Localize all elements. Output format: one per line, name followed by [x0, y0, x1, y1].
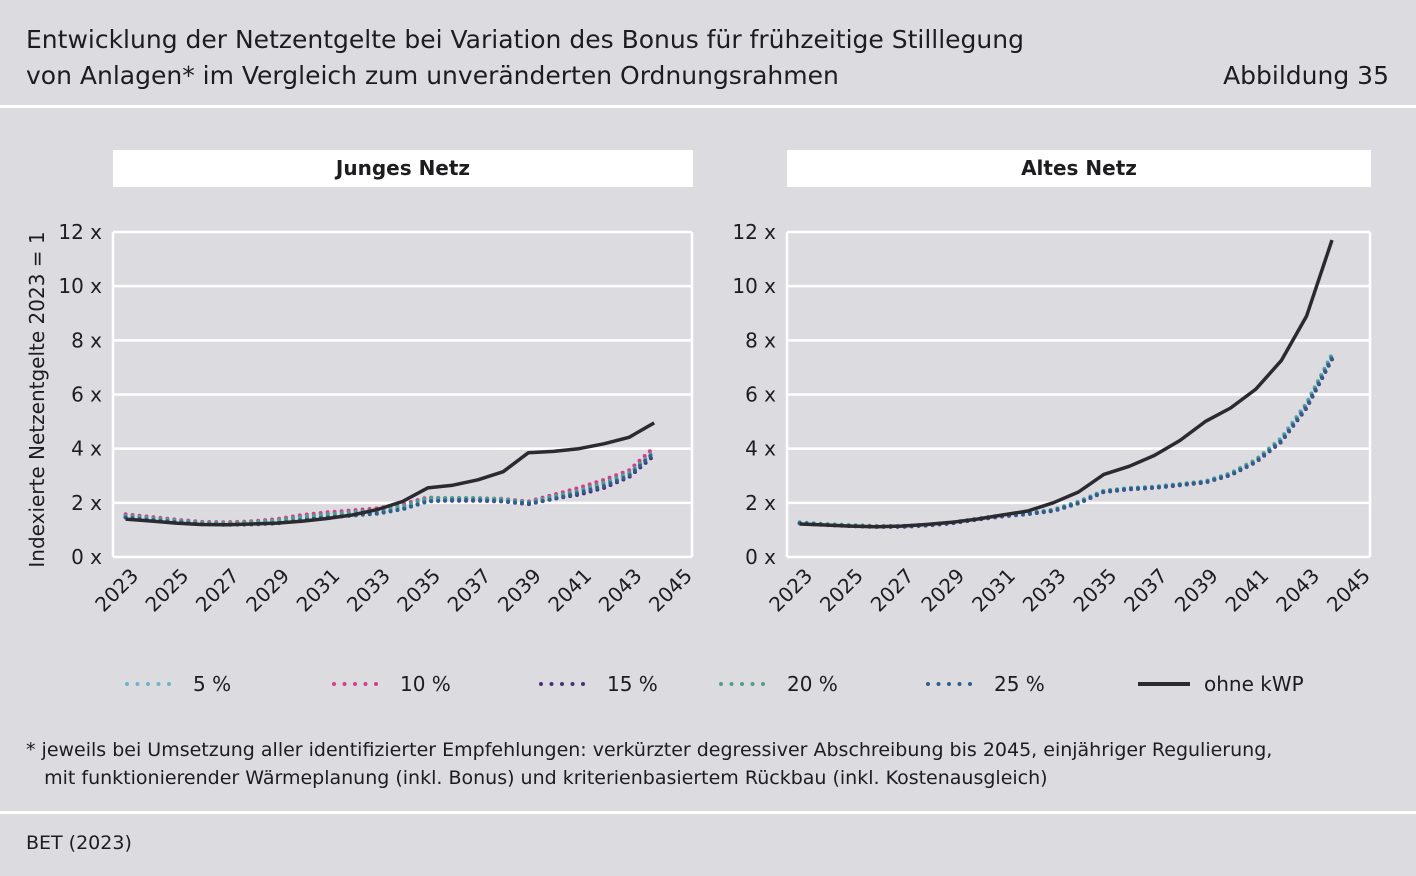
x-tick-label: 2023 — [90, 564, 143, 617]
figure-number: Abbildung 35 — [1223, 61, 1389, 90]
chart-title-line2: von Anlagen* im Vergleich zum unveränder… — [26, 61, 839, 90]
x-tick-label: 2025 — [815, 564, 868, 617]
x-tick-label: 2043 — [594, 564, 647, 617]
y-tick-label: 0 x — [71, 545, 102, 569]
x-tick-label: 2045 — [1322, 564, 1375, 617]
x-tick-label: 2041 — [543, 564, 596, 617]
legend-label-s10: 10 % — [400, 672, 451, 696]
chart-title-line1: Entwicklung der Netzentgelte bei Variati… — [26, 25, 1024, 54]
legend-label-s5: 5 % — [193, 672, 231, 696]
x-tick-label: 2035 — [392, 564, 445, 617]
series-line-s20-panel-2 — [797, 353, 1334, 529]
y-tick-label: 8 x — [745, 328, 776, 352]
x-tick-label: 2029 — [241, 564, 294, 617]
y-tick-label: 10 x — [732, 274, 776, 298]
divider-top — [0, 105, 1416, 108]
x-tick-label: 2039 — [1170, 564, 1223, 617]
y-tick-label: 6 x — [71, 383, 102, 407]
x-tick-label: 2029 — [916, 564, 969, 617]
series-line-ohne-panel-2 — [799, 239, 1334, 529]
x-tick-label: 2037 — [1119, 564, 1172, 617]
x-tick-label: 2043 — [1271, 564, 1324, 617]
panel-header-1 — [113, 150, 693, 187]
y-tick-label: 10 x — [58, 274, 102, 298]
series-line-s25-panel-1 — [123, 450, 657, 527]
x-tick-label: 2027 — [866, 564, 919, 617]
x-tick-label: 2035 — [1068, 564, 1121, 617]
divider-bottom — [0, 811, 1416, 814]
chart-title: Entwicklung der Netzentgelte bei Variati… — [26, 22, 1106, 94]
x-tick-label: 2023 — [764, 564, 817, 617]
x-tick-label: 2033 — [342, 564, 395, 617]
panel-title-2: Altes Netz — [1021, 156, 1137, 180]
series-line-s10-panel-2 — [797, 354, 1334, 529]
y-tick-label: 12 x — [732, 220, 776, 244]
series-line-ohne-panel-1 — [125, 421, 656, 527]
y-axis-label: Indexierte Netzentgelte 2023 = 1 — [25, 231, 49, 567]
series-line-s25-panel-2 — [797, 355, 1334, 529]
y-tick-label: 4 x — [745, 437, 776, 461]
x-tick-label: 2045 — [644, 564, 697, 617]
x-tick-label: 2031 — [292, 564, 345, 617]
y-tick-label: 12 x — [58, 220, 102, 244]
legend-label-ohne: ohne kWP — [1204, 672, 1304, 696]
series-line-s20-panel-1 — [123, 449, 657, 526]
footnote: * jeweils bei Umsetzung aller identifizi… — [26, 736, 1272, 792]
footnote-line1: * jeweils bei Umsetzung aller identifizi… — [26, 739, 1273, 761]
y-tick-label: 8 x — [71, 328, 102, 352]
series-line-s5-panel-2 — [797, 351, 1334, 528]
y-tick-label: 2 x — [71, 491, 102, 515]
panel-header-2 — [787, 150, 1371, 187]
y-tick-label: 4 x — [71, 437, 102, 461]
x-tick-label: 2025 — [141, 564, 194, 617]
y-tick-label: 2 x — [745, 491, 776, 515]
legend-label-s25: 25 % — [994, 672, 1045, 696]
x-tick-label: 2027 — [191, 564, 244, 617]
panel-title-1: Junges Netz — [334, 156, 470, 180]
source-label: BET (2023) — [26, 832, 132, 854]
y-tick-label: 6 x — [745, 383, 776, 407]
y-tick-label: 0 x — [745, 545, 776, 569]
legend-label-s20: 20 % — [787, 672, 838, 696]
x-tick-label: 2031 — [967, 564, 1020, 617]
x-tick-label: 2041 — [1221, 564, 1274, 617]
footnote-line2: mit funktionierender Wärmeplanung (inkl.… — [26, 767, 1048, 789]
x-tick-label: 2037 — [443, 564, 496, 617]
legend-label-s15: 15 % — [607, 672, 658, 696]
x-tick-label: 2033 — [1018, 564, 1071, 617]
x-tick-label: 2039 — [493, 564, 546, 617]
